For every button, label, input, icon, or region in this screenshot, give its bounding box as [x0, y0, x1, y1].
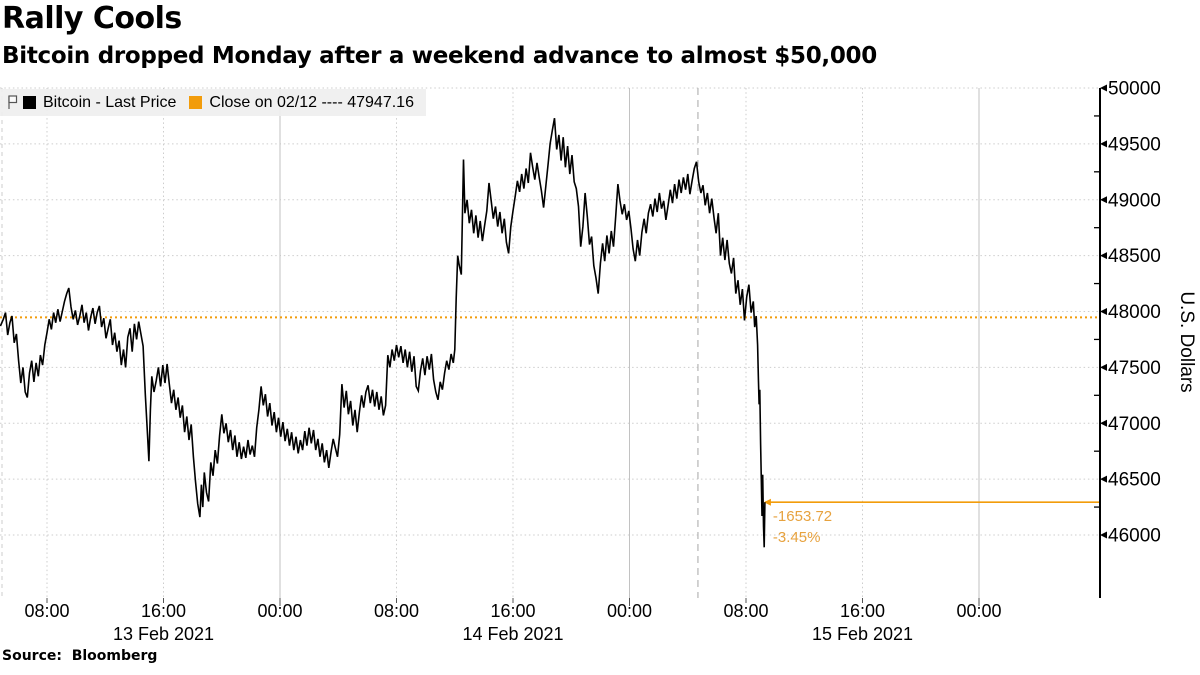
y-tick-arrow — [1100, 84, 1107, 92]
x-tick-label: 00:00 — [257, 601, 302, 621]
x-tick-label: 08:00 — [24, 601, 69, 621]
y-tick-arrow — [1100, 419, 1107, 427]
y-tick-label-49500: 49500 — [1108, 134, 1161, 155]
x-tick-label: 16:00 — [141, 601, 186, 621]
x-tick-label: 00:00 — [956, 601, 1001, 621]
y-tick-arrow — [1100, 363, 1107, 371]
y-tick-label-46500: 46500 — [1108, 470, 1161, 491]
y-axis-title: U.S. Dollars — [1176, 291, 1197, 392]
chart-title: Rally Cools — [2, 1, 182, 36]
annotation-flag-icon — [7, 94, 18, 111]
y-tick-label-48000: 48000 — [1108, 302, 1161, 323]
series-swatch-bitcoin — [23, 96, 36, 109]
y-tick-label-47500: 47500 — [1108, 358, 1161, 379]
chart-subtitle: Bitcoin dropped Monday after a weekend a… — [2, 43, 877, 69]
y-tick-label-49000: 49000 — [1108, 190, 1161, 211]
date-label: 13 Feb 2021 — [113, 624, 214, 644]
y-tick-arrow — [1100, 140, 1107, 148]
y-tick-label-46000: 46000 — [1108, 526, 1161, 547]
y-tick-arrow — [1100, 308, 1107, 315]
y-tick-arrow — [1100, 475, 1107, 483]
x-tick-label: 08:00 — [374, 601, 419, 621]
chart-legend: Bitcoin - Last Price Close on 02/12 ----… — [0, 89, 426, 116]
annotation-change-abs: -1653.72 — [773, 508, 832, 525]
y-tick-arrow — [1100, 531, 1107, 539]
date-label: 14 Feb 2021 — [462, 624, 563, 644]
x-tick-label: 16:00 — [490, 601, 535, 621]
bitcoin-price-line — [0, 118, 766, 548]
last-price-arrow-icon — [763, 498, 771, 506]
source-caption: Source: Bloomberg — [2, 648, 158, 664]
series-swatch-close — [189, 96, 203, 109]
x-tick-label: 00:00 — [607, 601, 652, 621]
x-tick-label: 16:00 — [840, 601, 885, 621]
date-label: 15 Feb 2021 — [812, 624, 913, 644]
y-tick-label-48500: 48500 — [1108, 246, 1161, 267]
x-tick-label: 08:00 — [723, 601, 768, 621]
y-tick-label-50000: 50000 — [1108, 79, 1161, 100]
annotation-change-pct: -3.45% — [773, 529, 821, 546]
y-tick-arrow — [1100, 196, 1107, 204]
y-tick-label-47000: 47000 — [1108, 414, 1161, 435]
series-label-bitcoin: Bitcoin - Last Price — [43, 93, 177, 111]
y-tick-arrow — [1100, 252, 1107, 260]
series-label-close: Close on 02/12 ---- 47947.16 — [209, 93, 414, 111]
